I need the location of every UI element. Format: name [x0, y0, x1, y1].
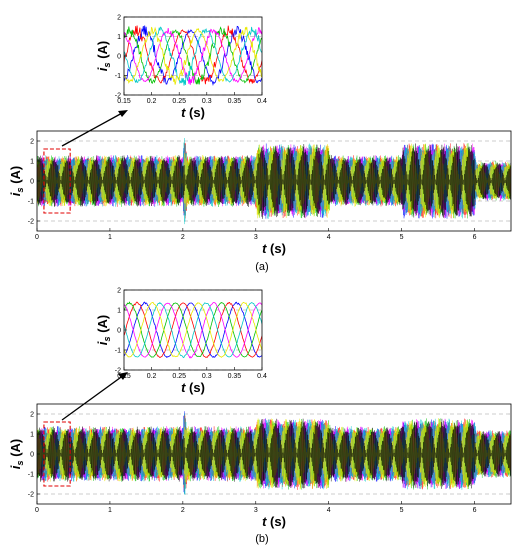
b_main-x-tick-label: 4 — [327, 507, 331, 514]
a_main-y-tick-label: -2 — [28, 218, 34, 225]
a_inset-series-group — [124, 25, 262, 86]
a_main-x-tick-label: 1 — [108, 234, 112, 241]
b_inset-x-tick-label: 0.25 — [172, 373, 186, 380]
a_main-x-tick-label: 6 — [473, 234, 477, 241]
b_inset-x-tick-label: 0.4 — [257, 373, 267, 380]
a_inset-series-phase-1 — [124, 25, 262, 86]
a_main-x-tick-label: 2 — [181, 234, 185, 241]
a_inset-x-tick-label: 0.3 — [202, 98, 212, 105]
b_main-x-tick-label: 2 — [181, 507, 185, 514]
a_main-y-tick-label: -1 — [28, 198, 34, 205]
a_main-zoom-box — [43, 148, 71, 214]
b_inset-series-phase-1 — [124, 301, 262, 358]
a_main-y-tick-label: 2 — [30, 138, 34, 145]
b_inset-y-tick-label: -2 — [115, 367, 121, 374]
b_main-x-axis-label: t (s) — [262, 514, 286, 529]
chart-a-main: 0 1 2 3 4 5 6 -2 -1 0 1 2 t (s) is (A) — [8, 130, 512, 256]
a_inset-y-axis-label: is (A) — [95, 41, 112, 72]
b_inset-x-tick-label: 0.3 — [202, 373, 212, 380]
a_main-x-axis-label: t (s) — [262, 241, 286, 256]
b_inset-series-group — [124, 301, 262, 359]
a_inset-y-tick-label: 0 — [117, 53, 121, 60]
caption-b: (b) — [255, 533, 268, 545]
zoom-arrow-b-head — [118, 372, 128, 380]
a_main-y-tick-label: 0 — [30, 178, 34, 185]
a_inset-series-phase-6 — [124, 26, 262, 85]
b_main-series-group — [37, 411, 511, 495]
b_inset-y-axis-label: is (A) — [95, 315, 112, 346]
b_inset-y-tick-label: -1 — [115, 347, 121, 354]
a_main-x-tick-label: 3 — [254, 234, 258, 241]
b_inset-series-phase-6 — [124, 301, 262, 358]
a_inset-series-phase-2 — [124, 25, 262, 85]
zoom-arrow-a-head — [118, 110, 128, 117]
b_main-y-tick-label: 2 — [30, 411, 34, 418]
b_inset-series-phase-3 — [124, 301, 262, 358]
chart-a-inset: 0.15 0.2 0.25 0.3 0.35 0.4 -2 -1 0 1 2 t (s) is (A) — [95, 14, 267, 120]
a_inset-x-tick-label: 0.25 — [172, 98, 186, 105]
b_inset-y-tick-label: 2 — [117, 287, 121, 294]
b_main-x-tick-label: 0 — [35, 507, 39, 514]
b_inset-series-phase-4 — [124, 301, 262, 359]
b_main-y-axis-label: is (A) — [8, 439, 25, 470]
b_inset-x-tick-label: 0.2 — [147, 373, 157, 380]
a_main-x-tick-label: 4 — [327, 234, 331, 241]
caption-a: (a) — [255, 261, 268, 273]
a_inset-y-tick-label: 2 — [117, 14, 121, 21]
b_main-zoom-box — [43, 421, 71, 487]
b_main-y-tick-label: 0 — [30, 451, 34, 458]
b_inset-x-axis-label: t (s) — [181, 380, 205, 395]
chart-b-main: 0 1 2 3 4 5 6 -2 -1 0 1 2 t (s) is (A) — [8, 403, 512, 529]
b_main-y-tick-label: -1 — [28, 471, 34, 478]
a_inset-x-tick-label: 0.2 — [147, 98, 157, 105]
a_inset-x-tick-label: 0.4 — [257, 98, 267, 105]
b_main-x-tick-label: 1 — [108, 507, 112, 514]
a_inset-series-phase-4 — [124, 27, 262, 85]
a_main-x-tick-label: 0 — [35, 234, 39, 241]
a_main-y-axis-label: is (A) — [8, 166, 25, 197]
b_main-x-tick-label: 5 — [400, 507, 404, 514]
a_inset-y-tick-label: -1 — [115, 73, 121, 80]
b_main-y-tick-label: 1 — [30, 431, 34, 438]
b_main-x-tick-label: 6 — [473, 507, 477, 514]
a_main-x-tick-label: 5 — [400, 234, 404, 241]
zoom-arrow-a — [61, 111, 125, 147]
a_main-series-group — [37, 137, 511, 225]
b_main-x-tick-label: 3 — [254, 507, 258, 514]
a_main-y-tick-label: 1 — [30, 158, 34, 165]
b_inset-x-tick-label: 0.35 — [228, 373, 242, 380]
b_main-series-phase-7 — [37, 418, 511, 489]
a_inset-x-axis-label: t (s) — [181, 105, 205, 120]
a_inset-y-tick-label: -2 — [115, 92, 121, 99]
b_inset-y-tick-label: 0 — [117, 327, 121, 334]
a_inset-x-tick-label: 0.35 — [228, 98, 242, 105]
b_inset-series-phase-2 — [124, 301, 262, 358]
b_inset-y-tick-label: 1 — [117, 307, 121, 314]
b_main-y-tick-label: -2 — [28, 491, 34, 498]
a_inset-y-tick-label: 1 — [117, 34, 121, 41]
zoom-arrow-b — [61, 374, 125, 421]
a_inset-x-tick-label: 0.15 — [117, 98, 131, 105]
b_inset-series-phase-5 — [124, 301, 262, 359]
a_main-series-phase-7 — [37, 143, 511, 219]
a_inset-series-phase-5 — [124, 26, 262, 86]
